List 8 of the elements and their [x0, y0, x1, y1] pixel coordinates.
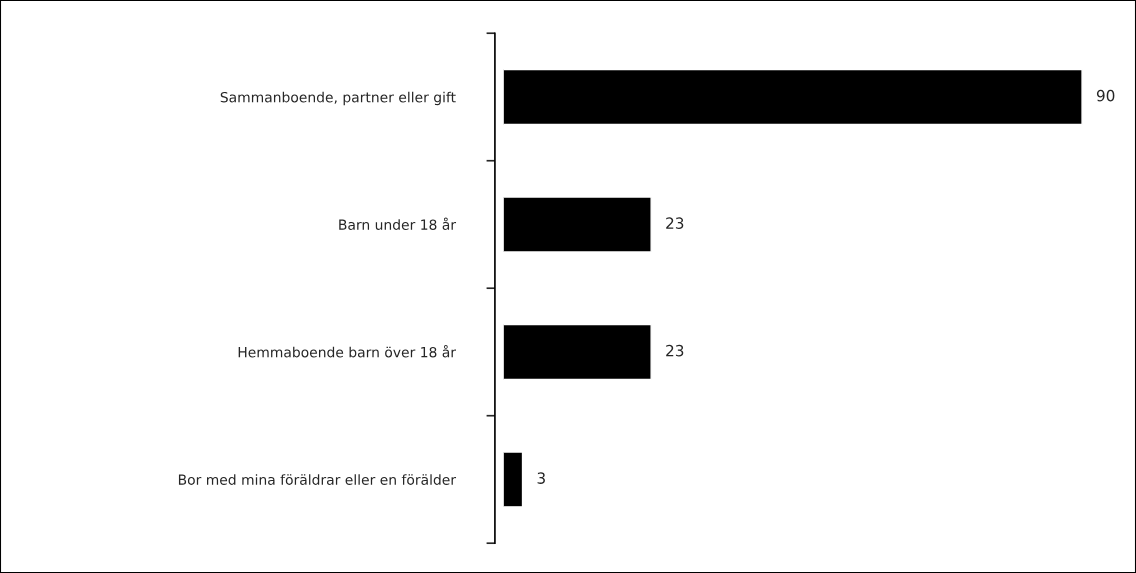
y-tick-label: Sammanboende, partner eller gift — [220, 91, 456, 106]
y-tick-label: Hemmaboende barn över 18 år — [238, 345, 457, 358]
data-label: 23 — [666, 217, 684, 229]
data-label: 23 — [666, 344, 684, 357]
y-tick-label: Bor med mina föräldrar eller en förälder — [178, 474, 457, 485]
data-label: 3 — [537, 472, 545, 484]
data-label: 90 — [1096, 89, 1115, 102]
y-tick-label: Barn under 18 år — [339, 217, 457, 230]
